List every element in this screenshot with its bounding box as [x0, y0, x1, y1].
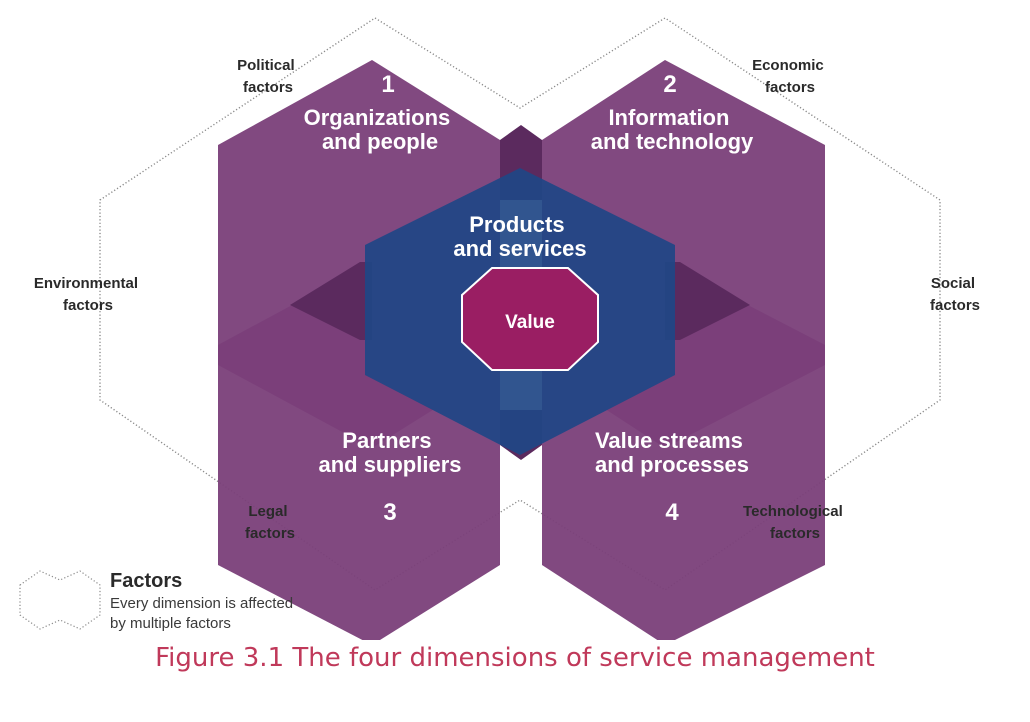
dimension-number-3: 3 — [383, 499, 396, 526]
factor-technological: Technological factors — [743, 503, 847, 542]
legend-factors-icon — [19, 570, 101, 630]
factor-social: Social factors — [930, 275, 980, 314]
factor-environmental: Environmental factors — [34, 275, 142, 314]
dimension-label-value-streams: Value streams and processes — [595, 428, 749, 477]
overlap-right — [665, 262, 750, 340]
dimension-label-information: Information and technology — [591, 105, 754, 154]
factors-boundary — [99, 17, 941, 591]
dimension-number-4: 4 — [665, 499, 679, 526]
overlap-left — [290, 262, 372, 340]
factor-economic: Economic factors — [752, 57, 828, 96]
legend-description: Every dimension is affected by multiple … — [110, 595, 297, 632]
four-dimensions-diagram: Political factors Economic factors Envir… — [19, 17, 980, 640]
dimension-label-partners: Partners and suppliers — [318, 428, 461, 477]
factor-political: Political factors — [237, 57, 299, 96]
value-label: Value — [505, 312, 555, 333]
value-hexagon — [461, 267, 599, 371]
legend-title: Factors — [110, 570, 182, 592]
center-label-products-services: Products and services — [453, 212, 586, 261]
dimension-label-organizations: Organizations and people — [304, 105, 457, 154]
factor-legal: Legal factors — [245, 503, 295, 542]
figure-caption: Figure 3.1 The four dimensions of servic… — [155, 643, 875, 673]
dimension-number-1: 1 — [381, 71, 394, 98]
dimension-number-2: 2 — [663, 71, 676, 98]
